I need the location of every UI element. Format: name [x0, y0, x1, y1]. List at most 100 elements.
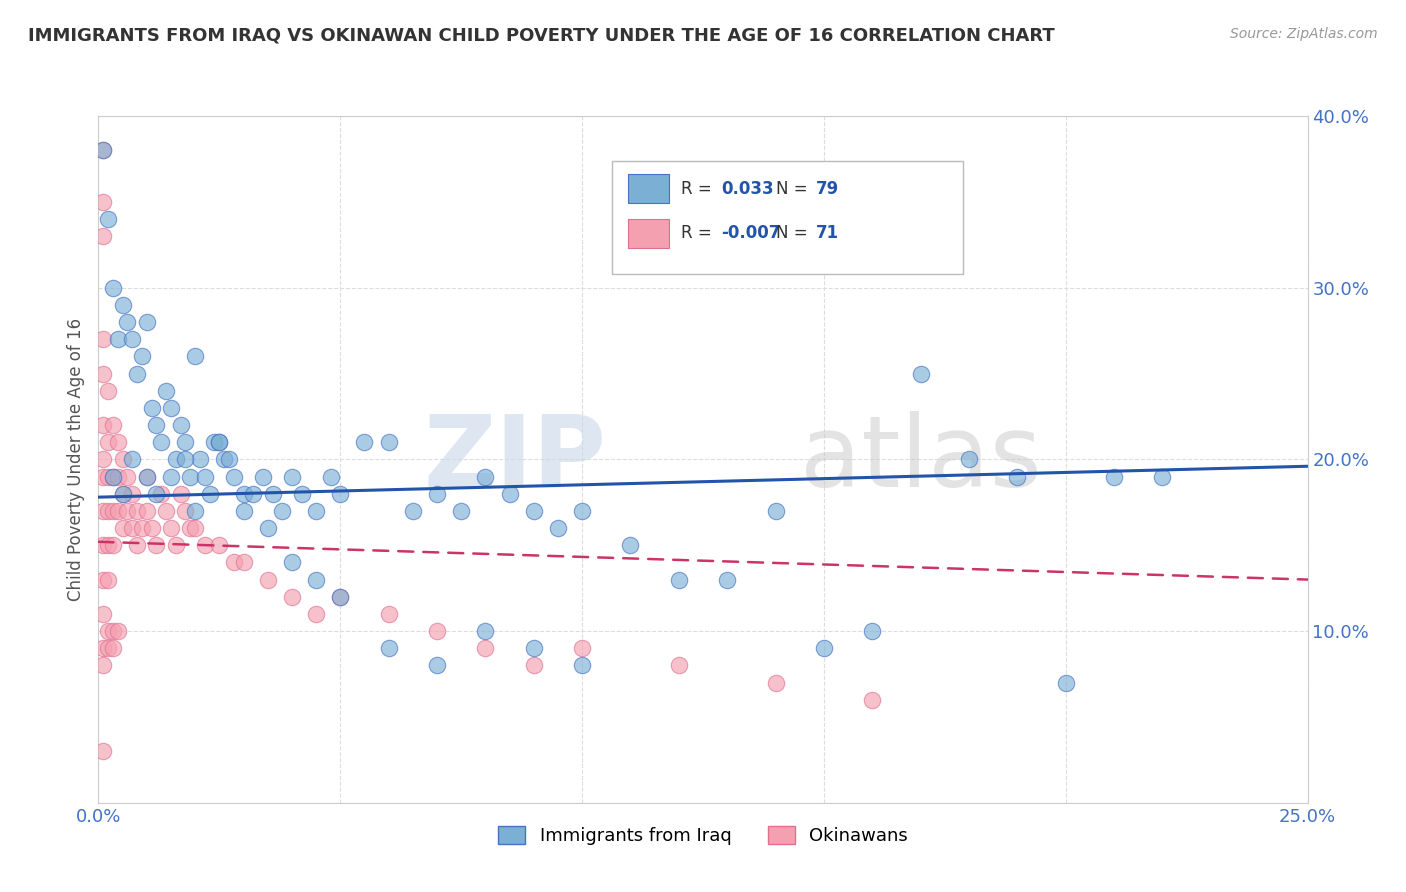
Point: [571, 504, 593, 518]
Point: [97, 504, 120, 518]
Y-axis label: Child Poverty Under the Age of 16: Child Poverty Under the Age of 16: [66, 318, 84, 601]
Point: [281, 555, 304, 570]
Point: [426, 658, 449, 673]
Point: [160, 521, 183, 535]
Point: [91, 417, 114, 432]
Text: R =: R =: [682, 180, 717, 198]
Point: [141, 401, 163, 415]
Point: [150, 435, 173, 450]
Point: [198, 487, 221, 501]
Point: [155, 504, 177, 518]
Point: [860, 692, 883, 706]
FancyBboxPatch shape: [628, 219, 669, 248]
Point: [165, 452, 187, 467]
Point: [474, 624, 496, 639]
Point: [194, 469, 217, 483]
Point: [135, 469, 157, 483]
Point: [498, 487, 520, 501]
Text: N =: N =: [776, 224, 813, 242]
Point: [107, 469, 129, 483]
Point: [174, 435, 197, 450]
Point: [111, 487, 134, 501]
Point: [160, 401, 183, 415]
FancyBboxPatch shape: [628, 174, 669, 203]
Point: [262, 487, 284, 501]
Point: [127, 367, 149, 381]
Point: [571, 658, 593, 673]
Point: [121, 521, 143, 535]
Text: -0.007: -0.007: [721, 224, 780, 242]
Point: [208, 435, 231, 450]
Point: [135, 315, 157, 329]
Point: [957, 452, 980, 467]
Point: [145, 538, 167, 552]
Point: [91, 573, 114, 587]
Point: [179, 469, 201, 483]
Point: [91, 538, 114, 552]
Point: [101, 469, 124, 483]
Point: [101, 641, 124, 656]
Point: [91, 367, 114, 381]
Point: [256, 573, 278, 587]
Point: [97, 624, 120, 639]
Point: [1007, 469, 1029, 483]
Point: [547, 521, 569, 535]
Point: [377, 641, 399, 656]
Point: [668, 573, 690, 587]
Point: [169, 417, 191, 432]
Point: [1102, 469, 1125, 483]
Point: [402, 504, 425, 518]
Point: [305, 607, 328, 621]
Point: [91, 658, 114, 673]
Point: [111, 521, 134, 535]
Point: [571, 641, 593, 656]
Point: [131, 521, 153, 535]
Point: [111, 487, 134, 501]
Point: [91, 143, 114, 157]
Point: [174, 452, 197, 467]
Point: [121, 332, 143, 346]
Point: [121, 452, 143, 467]
Point: [101, 538, 124, 552]
Point: [910, 367, 932, 381]
Point: [101, 469, 124, 483]
Point: [765, 675, 787, 690]
Point: [1054, 675, 1077, 690]
Point: [107, 624, 129, 639]
Point: [117, 504, 139, 518]
Text: atlas: atlas: [800, 411, 1042, 508]
Point: [160, 469, 183, 483]
Point: [329, 590, 352, 604]
Point: [426, 487, 449, 501]
Point: [765, 504, 787, 518]
Point: [107, 504, 129, 518]
Point: [91, 469, 114, 483]
Point: [101, 281, 124, 295]
Point: [121, 487, 143, 501]
Point: [135, 504, 157, 518]
Point: [101, 417, 124, 432]
Point: [271, 504, 294, 518]
Point: [101, 624, 124, 639]
Point: [474, 641, 496, 656]
Point: [222, 469, 245, 483]
Point: [319, 469, 342, 483]
Point: [107, 435, 129, 450]
Point: [305, 573, 328, 587]
Point: [450, 504, 472, 518]
Point: [426, 624, 449, 639]
Point: [208, 435, 231, 450]
Point: [523, 658, 546, 673]
Point: [150, 487, 173, 501]
Point: [127, 538, 149, 552]
Point: [169, 487, 191, 501]
Point: [232, 504, 254, 518]
Point: [619, 538, 641, 552]
Point: [131, 350, 153, 364]
Point: [91, 504, 114, 518]
Point: [377, 435, 399, 450]
Point: [97, 573, 120, 587]
Text: N =: N =: [776, 180, 813, 198]
Point: [256, 521, 278, 535]
Text: IMMIGRANTS FROM IRAQ VS OKINAWAN CHILD POVERTY UNDER THE AGE OF 16 CORRELATION C: IMMIGRANTS FROM IRAQ VS OKINAWAN CHILD P…: [28, 27, 1054, 45]
